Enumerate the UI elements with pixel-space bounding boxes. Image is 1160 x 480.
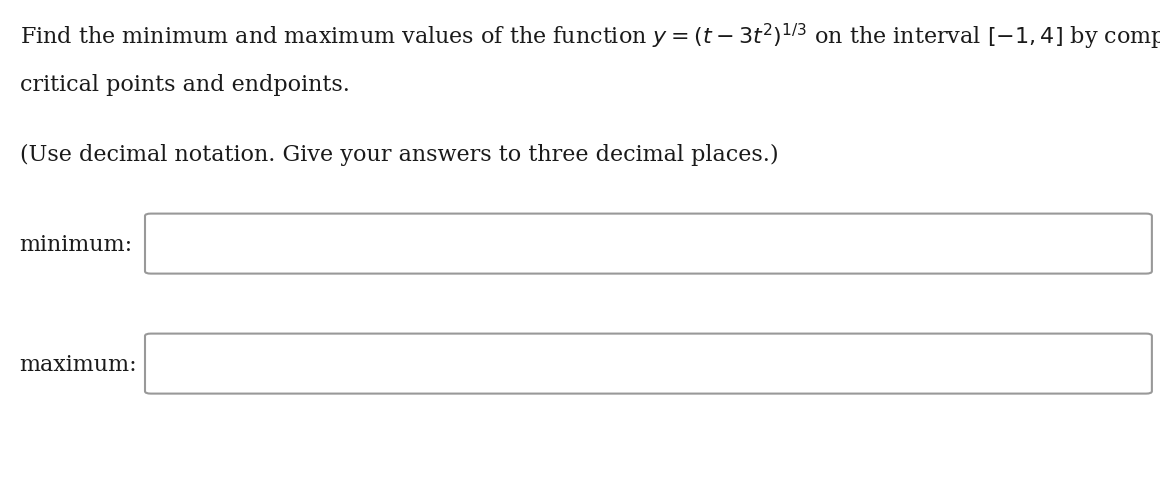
Text: critical points and endpoints.: critical points and endpoints. bbox=[20, 74, 349, 96]
FancyBboxPatch shape bbox=[145, 214, 1152, 274]
Text: (Use decimal notation. Give your answers to three decimal places.): (Use decimal notation. Give your answers… bbox=[20, 144, 778, 166]
Text: maximum:: maximum: bbox=[20, 354, 137, 376]
Text: minimum:: minimum: bbox=[20, 234, 133, 256]
Text: Find the minimum and maximum values of the function $y = (t - 3t^2)^{1/3}$ on th: Find the minimum and maximum values of t… bbox=[20, 22, 1160, 52]
FancyBboxPatch shape bbox=[145, 334, 1152, 394]
